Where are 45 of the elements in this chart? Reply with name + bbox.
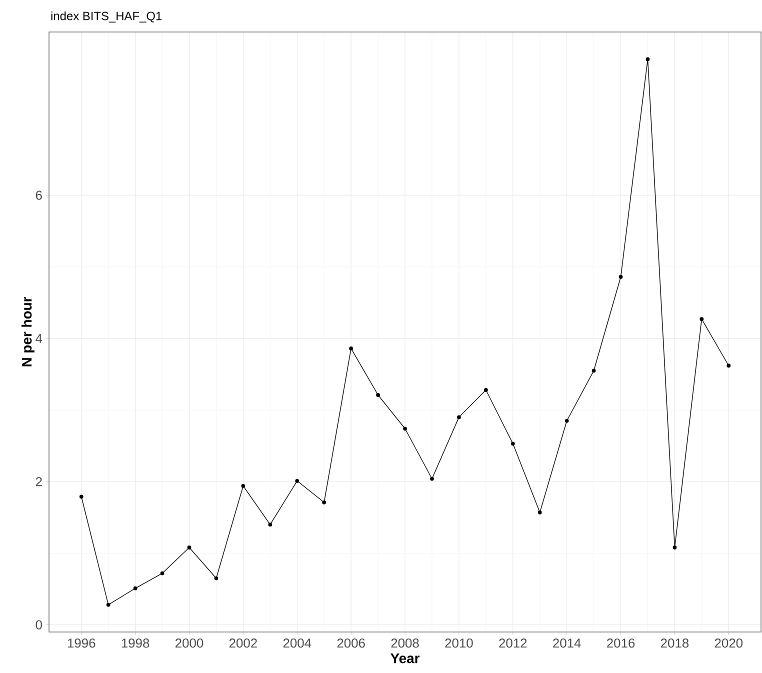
point [403,426,407,431]
point [214,576,218,580]
point [241,484,246,488]
point [564,418,569,423]
point [430,476,434,481]
chart-title: index BITS_HAF_Q1 [51,11,162,22]
x-tick-label: 1996 [68,638,96,648]
point [349,346,354,350]
point [592,368,596,373]
point [376,393,380,397]
point [646,57,650,62]
x-tick-label: 2016 [607,638,635,648]
y-tick-label: 6 [36,190,42,200]
point [106,602,110,607]
x-tick-label: 2020 [714,638,743,648]
x-tick-label: 2000 [176,638,204,648]
point [618,274,623,279]
point [457,415,461,420]
point [160,571,164,576]
point [700,317,704,322]
point [268,522,272,527]
x-tick-label: 2008 [391,638,419,648]
y-tick-label: 2 [36,477,42,486]
x-tick-label: 2012 [499,638,527,648]
point [484,388,488,392]
point [295,478,300,483]
point [187,546,192,550]
x-axis-title: Year [390,654,420,664]
x-tick-label: 2006 [337,638,365,648]
point [133,586,138,590]
y-axis-title: N per hour [21,296,34,366]
x-tick-label: 2010 [445,638,473,648]
y-tick-label: 0 [36,620,42,630]
x-tick-label: 2004 [283,638,312,648]
point [510,442,515,446]
y-tick-label: 4 [36,334,42,343]
point [322,500,326,504]
x-tick-label: 1998 [122,638,150,648]
x-tick-label: 2002 [229,638,257,648]
point [672,546,677,550]
point [79,494,84,499]
point [538,510,542,514]
point [726,364,731,368]
x-tick-label: 2018 [660,638,689,648]
x-tick-label: 2014 [553,638,581,648]
